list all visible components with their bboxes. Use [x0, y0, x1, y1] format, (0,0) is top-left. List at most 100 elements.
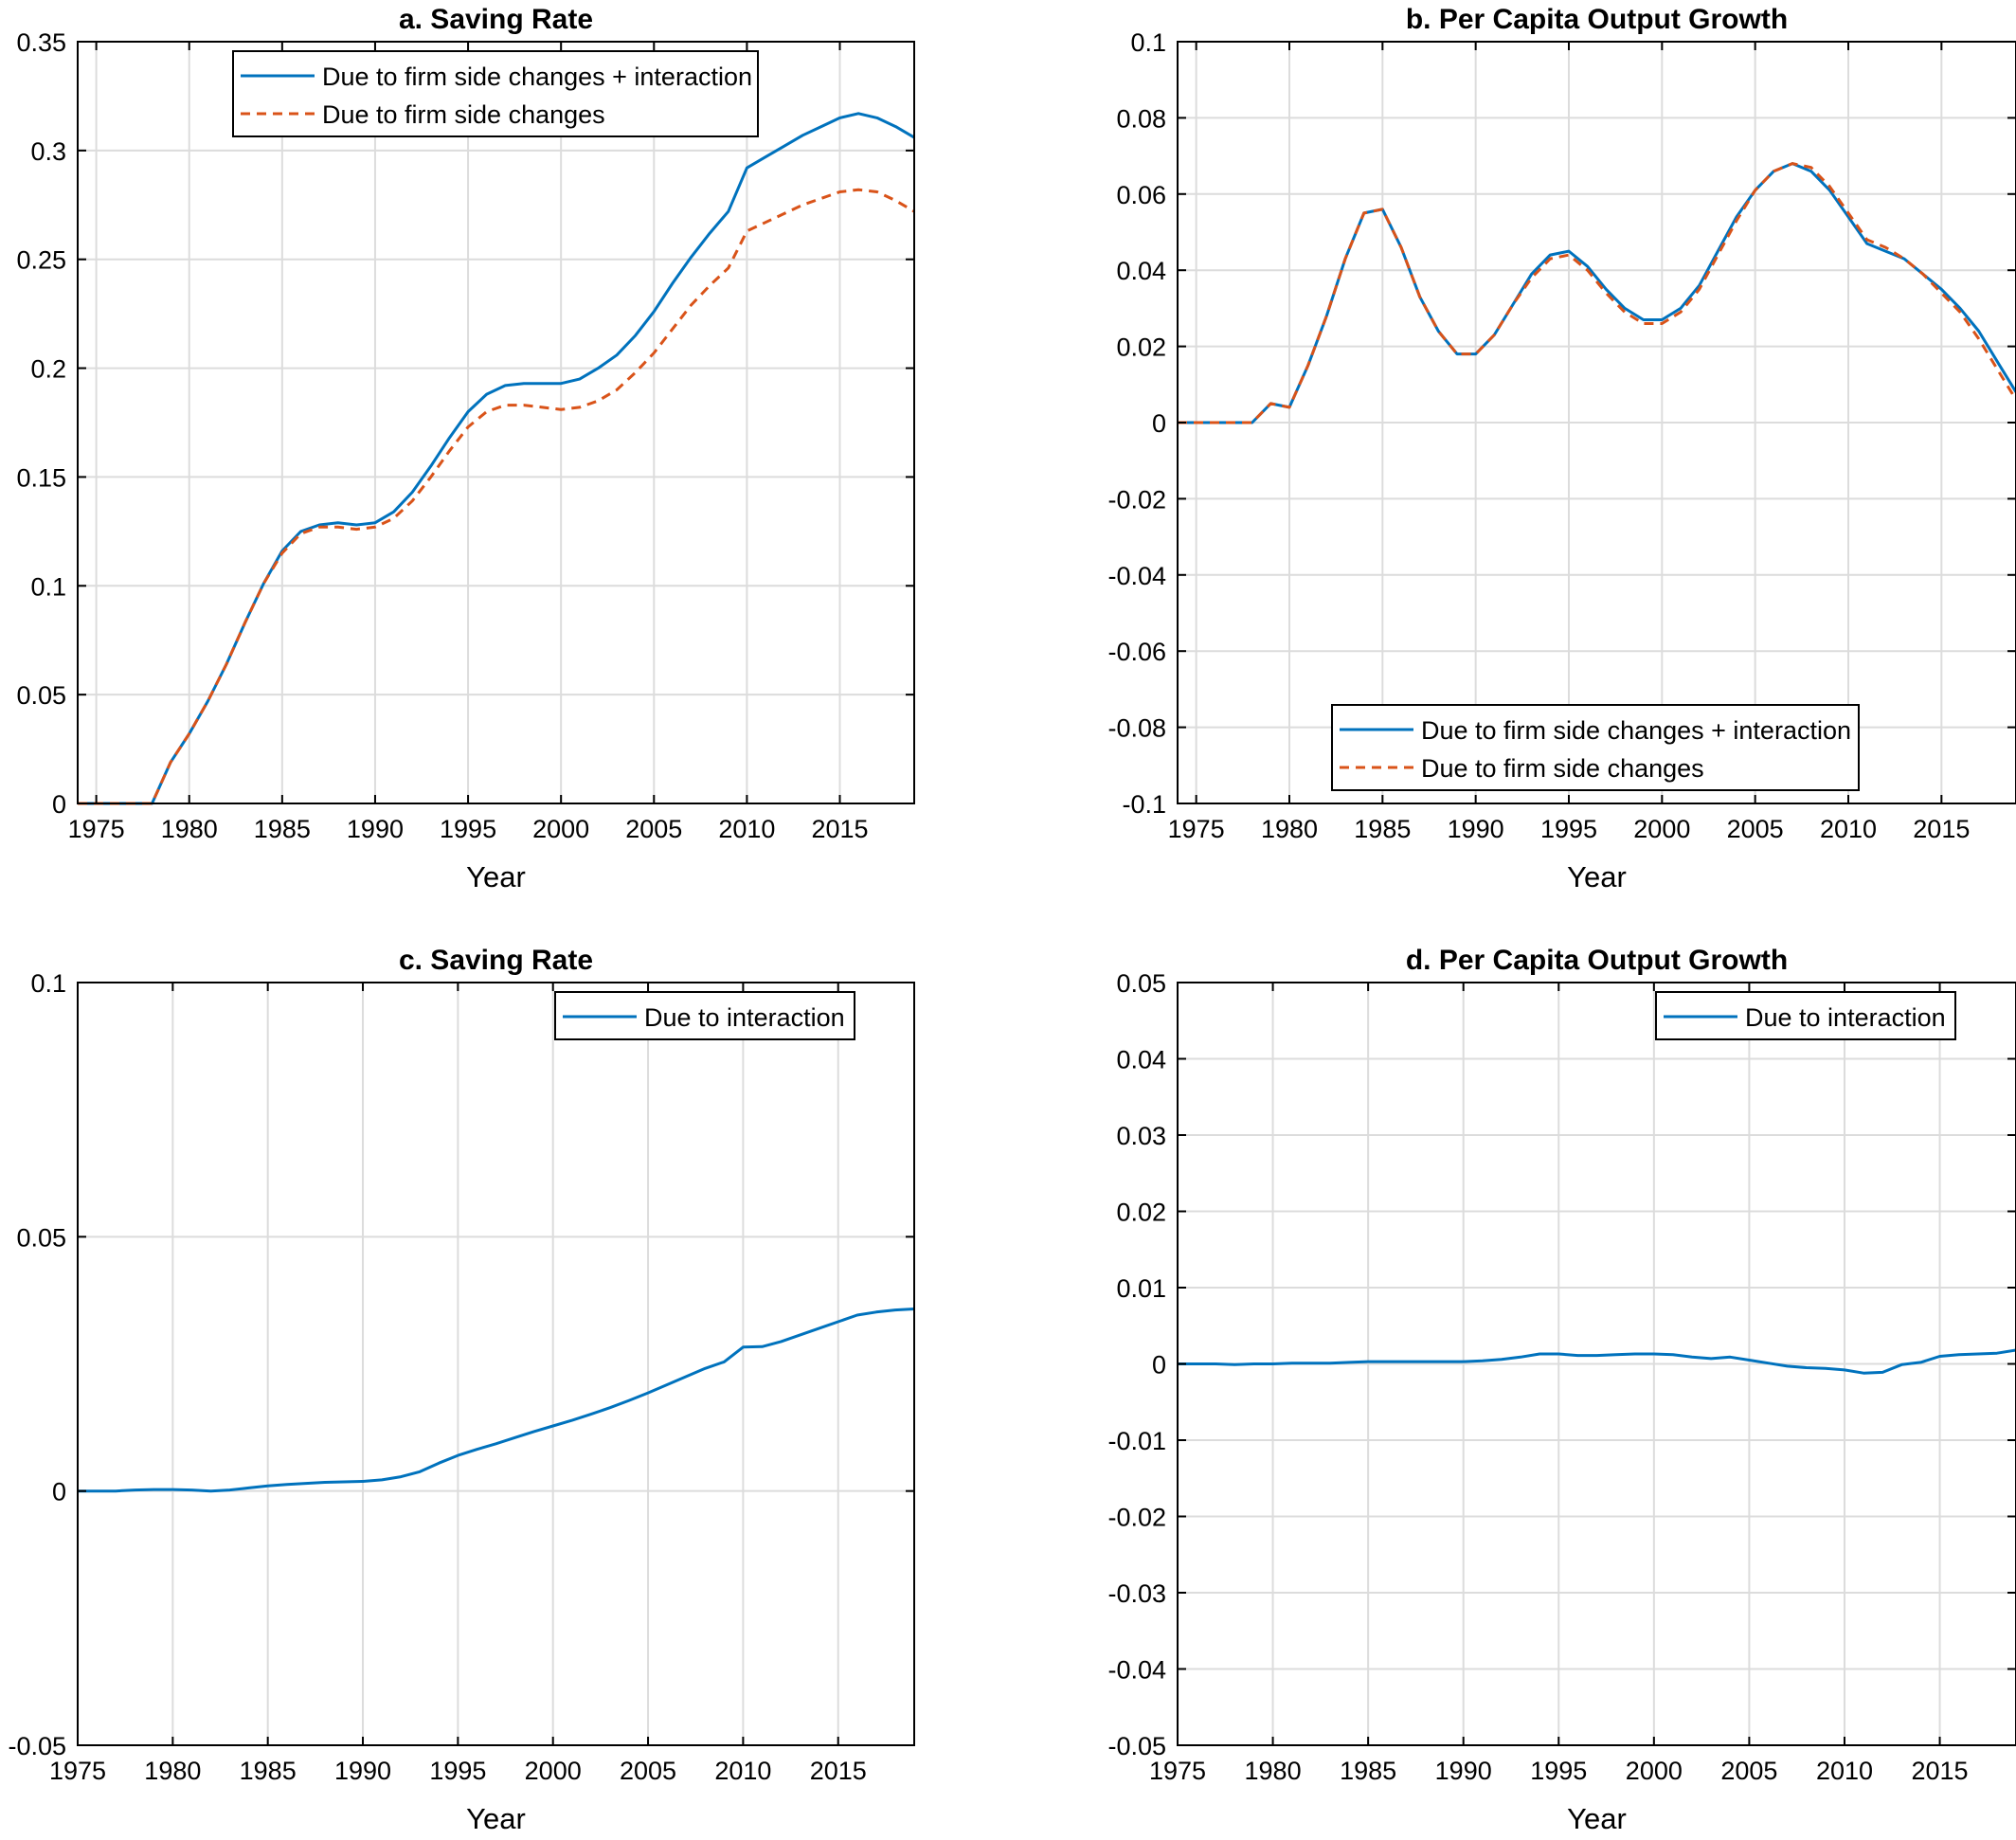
y-tick-label: 0.25 [16, 246, 66, 275]
y-tick-label: 0.08 [1116, 104, 1166, 133]
y-tick-label: 0.06 [1116, 181, 1166, 209]
x-tick-label: 2005 [1727, 815, 1784, 843]
chart-title: c. Saving Rate [399, 945, 593, 976]
x-tick-label: 1975 [49, 1757, 106, 1785]
x-tick-label: 1985 [240, 1757, 297, 1785]
legend: Due to interaction [1655, 991, 1956, 1040]
y-tick-label: 0.01 [1116, 1274, 1166, 1303]
chart-title: a. Saving Rate [399, 4, 593, 35]
x-tick-label: 1990 [1435, 1757, 1492, 1785]
series-line-1 [1178, 162, 2016, 424]
x-tick-label: 1975 [68, 815, 125, 843]
legend-box [1331, 704, 1860, 791]
y-tick-label: -0.05 [1107, 1732, 1166, 1760]
x-tick-label: 2005 [1720, 1757, 1777, 1785]
x-axis-label: Year [1567, 1802, 1627, 1835]
y-tick-label: -0.08 [1107, 714, 1166, 743]
x-tick-label: 2005 [625, 815, 682, 843]
chart-panel-a: 1975 1980 1985 1990 1995 2000 2005 2010 2015 0 0.0… [16, 4, 915, 893]
legend-label-2: Due to firm side changes [322, 100, 605, 129]
y-tick-label: -0.04 [1107, 562, 1166, 590]
x-tick-label: 1995 [440, 815, 496, 843]
legend-label-1: Due to firm side changes + interaction [322, 63, 752, 91]
y-tick-label: 0.05 [16, 681, 66, 710]
x-axis-label: Year [466, 860, 526, 893]
x-axis-label: Year [466, 1802, 526, 1835]
y-tick-label: -0.05 [8, 1732, 66, 1760]
x-tick-label: 1990 [1448, 815, 1504, 843]
y-tick-label: 0.35 [16, 28, 66, 57]
y-tick-label: 0.05 [1116, 969, 1166, 998]
x-tick-label: 1995 [1530, 1757, 1587, 1785]
y-tick-label: 0 [1152, 1351, 1166, 1380]
x-tick-label: 2000 [525, 1757, 582, 1785]
x-tick-label: 1985 [1340, 1757, 1396, 1785]
y-tick-label: 0.02 [1116, 1199, 1166, 1227]
y-tick-label: 0.05 [16, 1223, 66, 1252]
y-tick-label: 0.04 [1116, 257, 1166, 285]
y-tick-label: -0.02 [1107, 1504, 1166, 1532]
x-tick-label: 1980 [1261, 815, 1318, 843]
x-tick-label: 1990 [347, 815, 404, 843]
y-tick-label: -0.02 [1107, 485, 1166, 514]
legend-label-1: Due to interaction [1745, 1003, 1946, 1032]
x-tick-label: 2010 [1820, 815, 1877, 843]
x-tick-label: 1980 [144, 1757, 201, 1785]
x-tick-label: 1980 [1245, 1757, 1302, 1785]
y-tick-label: 0.3 [30, 137, 66, 166]
x-tick-label: 2015 [810, 1757, 867, 1785]
y-tick-label: 0.1 [30, 572, 66, 601]
y-tick-label: 0 [52, 1478, 66, 1506]
series-line-1 [1178, 1348, 2016, 1375]
chart-panel-c: 1975 1980 1985 1990 1995 2000 2005 2010 2015 -0.0… [8, 945, 915, 1835]
y-tick-label: 0.04 [1116, 1046, 1166, 1074]
x-tick-label: 2015 [1913, 815, 1970, 843]
y-tick-label: -0.06 [1107, 638, 1166, 666]
legend-box [232, 50, 759, 137]
x-tick-label: 2015 [1912, 1757, 1969, 1785]
y-tick-label: 0 [1152, 409, 1166, 438]
x-tick-label: 1980 [161, 815, 218, 843]
chart-panel-b: 1975 1980 1985 1990 1995 2000 2005 2010 2015 -0.1… [1107, 4, 2016, 893]
x-tick-label: 2005 [620, 1757, 676, 1785]
plot-area [78, 42, 914, 803]
legend-label-2: Due to firm side changes [1421, 754, 1704, 783]
x-tick-label: 2000 [1633, 815, 1690, 843]
x-tick-label: 2000 [1626, 1757, 1683, 1785]
legend: Due to firm side changes + interaction Du… [1331, 704, 1860, 791]
chart-title: b. Per Capita Output Growth [1406, 4, 1788, 35]
x-tick-label: 1985 [254, 815, 311, 843]
axes-box [77, 982, 915, 1746]
series-line-2 [1178, 162, 2016, 424]
x-tick-label: 2010 [718, 815, 775, 843]
x-tick-label: 2015 [811, 815, 868, 843]
y-tick-label: 0 [52, 790, 66, 819]
y-tick-label: 0.1 [1130, 28, 1166, 57]
y-tick-label: -0.03 [1107, 1579, 1166, 1608]
x-tick-label: 1985 [1354, 815, 1411, 843]
y-tick-label: 0.2 [30, 355, 66, 384]
legend: Due to interaction [554, 991, 855, 1040]
legend: Due to firm side changes + interaction Du… [232, 50, 759, 137]
y-tick-label: 0.1 [30, 969, 66, 998]
axes-box [77, 41, 915, 804]
x-tick-label: 2010 [714, 1757, 771, 1785]
x-tick-label: 1995 [1540, 815, 1597, 843]
x-tick-label: 1975 [1149, 1757, 1206, 1785]
x-axis-label: Year [1567, 860, 1627, 893]
chart-title: d. Per Capita Output Growth [1406, 945, 1788, 976]
y-tick-label: -0.1 [1122, 790, 1166, 819]
series-line-2 [78, 188, 915, 805]
x-tick-label: 1995 [429, 1757, 486, 1785]
x-tick-label: 2010 [1816, 1757, 1873, 1785]
series-line-1 [78, 1308, 915, 1493]
y-tick-label: 0.02 [1116, 334, 1166, 362]
y-tick-label: 0.03 [1116, 1122, 1166, 1150]
x-tick-label: 2000 [532, 815, 589, 843]
chart-panel-d: 1975 1980 1985 1990 1995 2000 2005 2010 2015 -0.0… [1107, 945, 2016, 1835]
y-tick-label: -0.04 [1107, 1656, 1166, 1685]
y-tick-label: 0.15 [16, 463, 66, 492]
plot-area [78, 983, 914, 1745]
y-tick-label: -0.01 [1107, 1427, 1166, 1455]
